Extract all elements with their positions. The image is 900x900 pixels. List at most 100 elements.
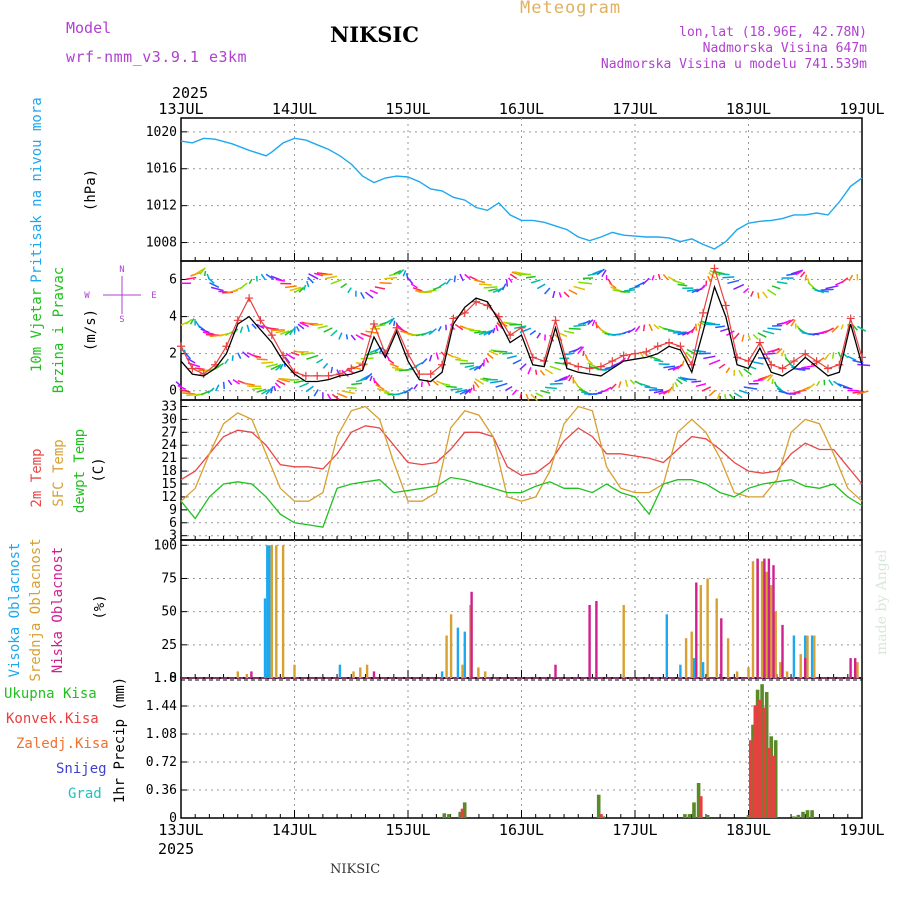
wind-arrow [445, 278, 452, 285]
wind-obs-marker [585, 364, 594, 373]
wind-arrow [686, 288, 699, 292]
precip-bar-conv [753, 705, 758, 818]
wind-arrow [299, 382, 309, 388]
temp-unit: (C) [91, 457, 107, 482]
wind-arrow [799, 271, 806, 278]
wind-arrow [582, 350, 585, 357]
cloud-bar-mid [706, 578, 709, 678]
wind-arrow [445, 385, 457, 388]
axis-labels: 1008101210161020024636912151821242730330… [7, 84, 885, 858]
wind-arrow [479, 377, 489, 383]
wind-arrow [478, 330, 491, 336]
wind-arrow [383, 318, 393, 325]
wind-arrow [214, 362, 224, 370]
wind-obs-marker [517, 323, 526, 332]
cloud-bar-high [456, 627, 460, 678]
y-tick-label: 30 [161, 412, 177, 427]
cloud-bar-mid [856, 662, 859, 678]
cloud-bar-high [692, 658, 696, 678]
wind-arrow [330, 366, 334, 374]
wind-arrow [265, 363, 278, 368]
wind-arrow [455, 388, 468, 394]
wind-arrow [558, 292, 562, 298]
wind-arrow [270, 386, 274, 394]
wind-arrow [577, 346, 585, 354]
model-name: wrf-nmm_v3.9.1 e3km [66, 48, 248, 66]
wind-arrow [374, 286, 386, 290]
wind-arrow [586, 358, 593, 365]
y-tick-label: 1020 [146, 125, 177, 140]
wind-arrow [295, 326, 300, 332]
wind-arrow [771, 347, 780, 353]
wind-arrow [450, 354, 462, 360]
y-tick-label: 0 [169, 384, 177, 399]
wind-obs-marker [438, 360, 447, 369]
wind-obs-marker [710, 264, 719, 273]
wind-arrow [341, 390, 355, 395]
wind-arrow [738, 369, 744, 377]
wind-arrow [648, 355, 661, 362]
wind-obs-marker [369, 320, 378, 329]
wind-obs-marker [812, 357, 821, 366]
y-tick-label: 2 [169, 347, 177, 362]
wind-arrow [624, 379, 629, 388]
wind-arrow [733, 332, 740, 340]
wind-arrow [360, 291, 365, 299]
wind-arrow [781, 319, 792, 325]
wind-arrow [591, 319, 596, 327]
cloud-bar-mid [275, 545, 278, 678]
wind-arrow [824, 327, 834, 334]
wind-arrow [767, 288, 777, 296]
precip-bar-total [805, 810, 810, 818]
y-tick-label: 27 [161, 425, 177, 440]
wind-arrow [485, 357, 490, 363]
wind-arrow [266, 327, 279, 331]
cloud-bar-mid [281, 545, 285, 678]
wind-arrow [275, 330, 286, 334]
wind-arrow [587, 362, 598, 369]
temp-sfc-line [180, 405, 863, 502]
cloud-ylabel-mid: Srednja Oblacnost [28, 538, 44, 681]
wind-arrow [185, 318, 193, 325]
wind-arrow [549, 334, 555, 342]
wind-arrow [677, 376, 688, 382]
wind-arrow [506, 355, 517, 360]
wind-arrow [525, 275, 536, 279]
cloud-bar-mid [765, 571, 768, 678]
wind-arrow [621, 330, 631, 335]
wind-arrow [757, 292, 760, 299]
temp-ylabel-dewpt: dewpt Temp [72, 429, 88, 513]
wind-arrow [303, 284, 307, 291]
wind-arrow [274, 382, 281, 389]
wind-arrow [563, 330, 575, 334]
wind-arrow [478, 283, 492, 286]
cloud-bar-high [263, 598, 267, 678]
precip-bar-total [683, 814, 687, 818]
y-tick-label: 50 [161, 605, 177, 620]
wind-arrow [428, 354, 433, 362]
wind-obs-marker [676, 342, 685, 351]
wind-arrow [474, 330, 486, 334]
precip-bar-conv [767, 748, 771, 818]
wind-arrow [767, 327, 782, 331]
wind-arrow [662, 274, 669, 281]
wind-arrow [634, 325, 641, 333]
x-bottom-label: 15JUL [385, 821, 430, 839]
precip-bar-conv [762, 707, 767, 818]
wind-arrow [289, 286, 302, 292]
wind-arrow [200, 390, 210, 396]
wind-arrow [694, 323, 698, 331]
x-bottom-label: 14JUL [272, 821, 317, 839]
wind-obs-marker [358, 360, 367, 369]
wind-arrow [472, 384, 475, 391]
y-tick-label: 75 [161, 571, 177, 586]
wind-arrow [345, 334, 349, 340]
x-bottom-label: 13JUL [158, 821, 203, 839]
wind-arrow [474, 378, 485, 385]
y-tick-label: 1012 [146, 199, 177, 214]
wind-arrow [578, 388, 588, 394]
x-bottom-label: 18JUL [726, 821, 771, 839]
wind-model-line [180, 284, 863, 383]
lonlat-text: lon,lat (18.96E, 42.78N) [679, 25, 867, 40]
cloud-bar-mid [477, 667, 480, 678]
